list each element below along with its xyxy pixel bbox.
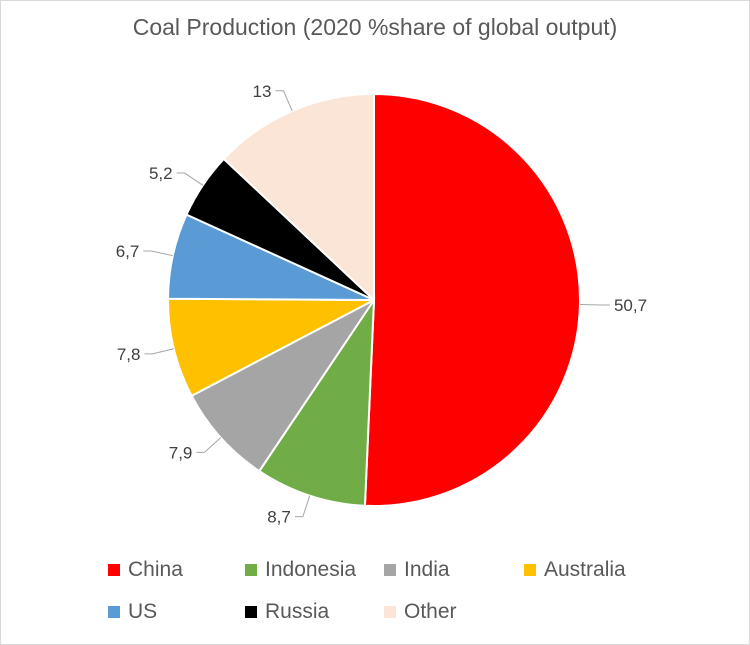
- legend-swatch-india: [384, 564, 396, 576]
- legend-label-russia: Russia: [265, 600, 330, 623]
- legend-label-other: Other: [404, 600, 457, 623]
- leader-line-india: [196, 437, 222, 453]
- data-label-indonesia: 8,7: [267, 508, 291, 527]
- legend-item-other: Other: [384, 600, 457, 624]
- data-label-us: 6,7: [116, 242, 140, 261]
- legend-swatch-us: [108, 606, 120, 618]
- legend-label-us: US: [128, 600, 158, 623]
- legend-item-australia: Australia: [524, 558, 626, 582]
- legend-item-us: US: [108, 600, 157, 624]
- data-labels: 50,7 8,7 7,9 7,8 6,7 5,2 13: [116, 82, 647, 527]
- data-label-russia: 5,2: [149, 164, 173, 183]
- legend-item-indonesia: Indonesia: [245, 558, 356, 582]
- legend-item-russia: Russia: [245, 600, 329, 624]
- legend-swatch-indonesia: [245, 564, 257, 576]
- pie-slice-china: [363, 92, 581, 507]
- data-label-other: 13: [253, 82, 272, 101]
- legend-label-indonesia: Indonesia: [265, 558, 357, 581]
- legend-item-china: China: [108, 558, 183, 582]
- leader-line-russia: [176, 172, 204, 186]
- legend-label-china: China: [128, 558, 183, 581]
- chart-title: Coal Production (2020 %share of global o…: [132, 14, 618, 40]
- leader-line-other: [275, 90, 293, 112]
- legend-label-australia: Australia: [544, 558, 626, 581]
- legend-swatch-australia: [524, 564, 536, 576]
- data-label-australia: 7,8: [117, 345, 141, 364]
- pie-slices: [166, 92, 581, 507]
- leader-line-australia: [144, 348, 174, 355]
- pie-slice-other: [222, 92, 375, 303]
- data-label-china: 50,7: [614, 296, 647, 315]
- data-label-india: 7,9: [169, 443, 193, 462]
- leader-line-indonesia: [294, 495, 311, 518]
- legend-item-india: India: [384, 558, 450, 582]
- pie-slice-australia: [167, 297, 375, 398]
- pie-slice-india: [190, 299, 375, 473]
- legend-swatch-china: [108, 564, 120, 576]
- legend-swatch-russia: [245, 606, 257, 618]
- legend-label-india: India: [404, 558, 450, 581]
- leader-line-us: [143, 250, 173, 257]
- legend-swatch-other: [384, 606, 396, 618]
